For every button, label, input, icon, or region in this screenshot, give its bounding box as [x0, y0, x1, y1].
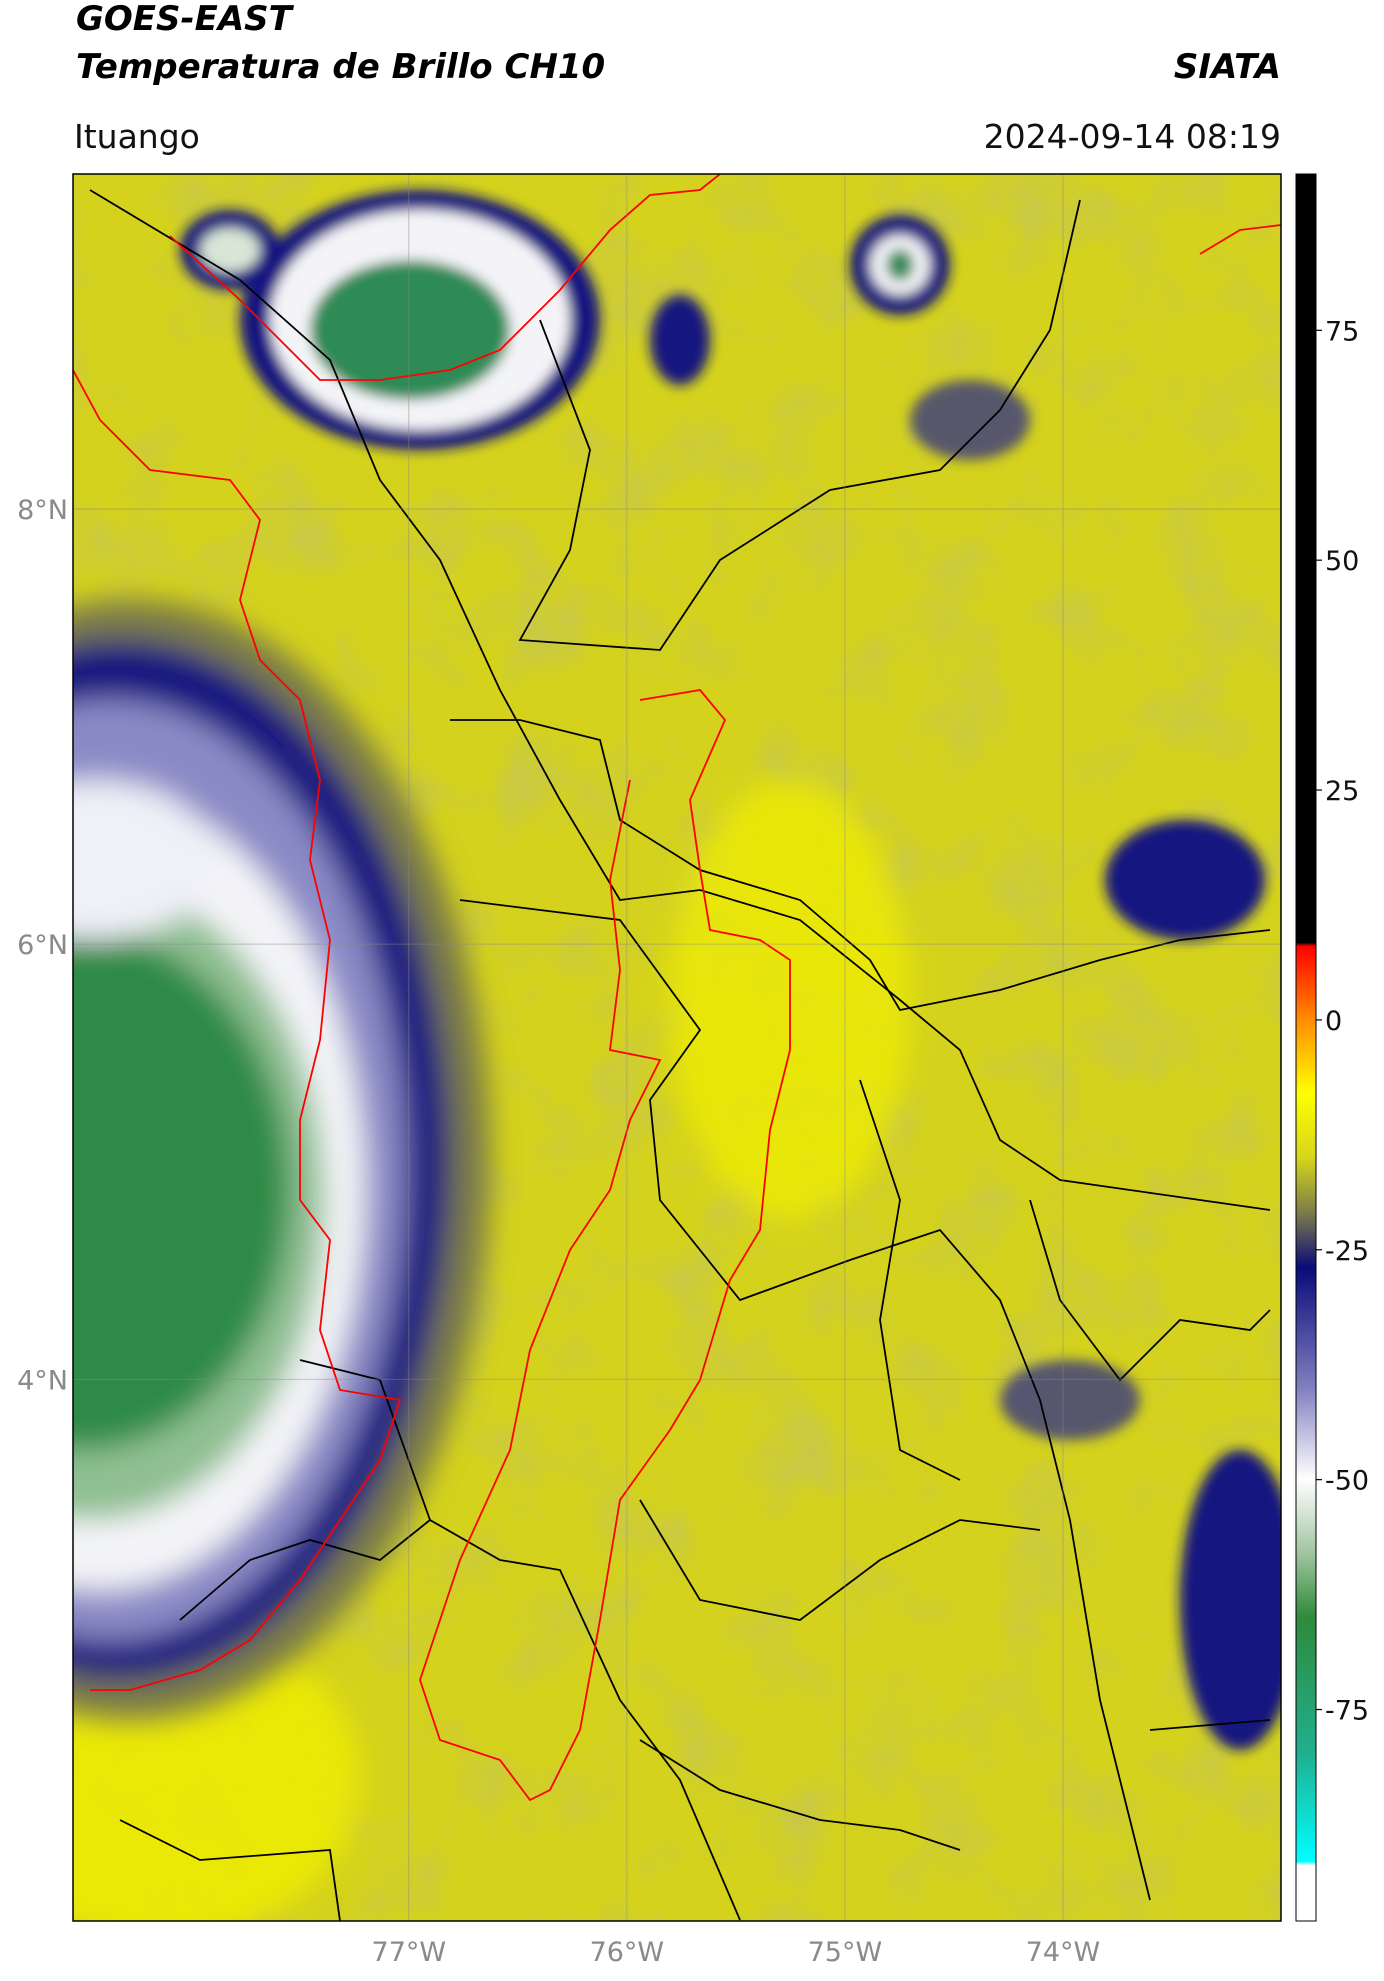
datetime: 2024-09-14 08:19	[984, 117, 1281, 156]
lon-label: 76°W	[590, 1937, 665, 1968]
subtitle: Temperatura de Brillo CH10	[76, 47, 605, 87]
colorbar-tick-label: 75	[1325, 316, 1359, 347]
title: GOES-EAST	[76, 0, 295, 39]
source: SIATA	[1174, 47, 1281, 87]
lat-label: 4°N	[17, 1365, 68, 1396]
lon-label: 75°W	[808, 1937, 883, 1968]
colorbar-tick-label: -75	[1325, 1696, 1369, 1727]
colorbar-tick-label: 25	[1325, 776, 1359, 807]
map-frame	[72, 173, 1282, 1922]
map-field	[73, 174, 1281, 1921]
lat-label: 8°N	[17, 495, 68, 526]
lon-label: 74°W	[1026, 1937, 1101, 1968]
location: Ituango	[74, 117, 200, 156]
colorbar	[1295, 173, 1317, 1922]
colorbar-tick-label: 0	[1325, 1006, 1342, 1037]
colorbar-tick-label: -25	[1325, 1236, 1369, 1267]
lat-label: 6°N	[17, 930, 68, 961]
colorbar-tick-label: -50	[1325, 1466, 1369, 1497]
graticule	[73, 174, 1281, 1921]
lon-label: 77°W	[372, 1937, 447, 1968]
axes: 77°W 76°W 75°W 74°W 8°N 6°N 4°N 75 50 25 0 -25 -50 -7…	[17, 316, 1369, 1968]
colorbar-tick-label: 50	[1325, 546, 1359, 577]
